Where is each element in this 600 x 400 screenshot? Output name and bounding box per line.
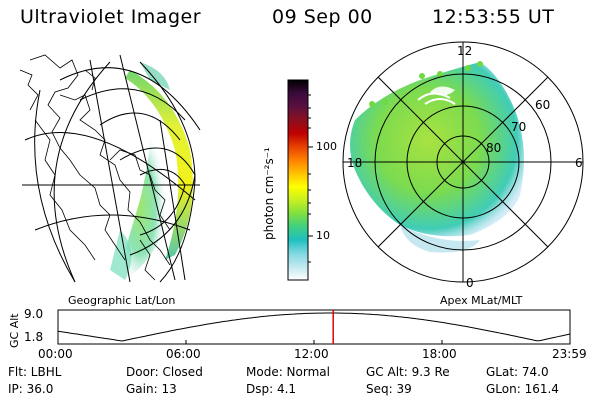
timeline-x-tick: 12:00 <box>294 347 329 361</box>
header-date: 09 Sep 00 <box>272 6 373 28</box>
timeline-x-tick: 06:00 <box>166 347 201 361</box>
info-filter: Flt: LBHL <box>8 365 62 379</box>
lat-label-70: 70 <box>511 120 527 134</box>
lat-label-60: 60 <box>535 98 551 112</box>
polar-map-label: Apex MLat/MLT <box>440 294 523 307</box>
mlt-label-6: 6 <box>575 156 583 170</box>
timeline-y-label: GC Alt <box>8 313 21 348</box>
colorbar <box>287 79 313 281</box>
info-gain: Gain: 13 <box>126 382 177 396</box>
geographic-map <box>19 54 201 285</box>
timeline-y-tick-bottom: 1.8 <box>24 330 44 344</box>
timeline-x-tick: 23:59 <box>552 347 587 361</box>
polar-map <box>342 41 584 283</box>
app-title: Ultraviolet Imager <box>20 6 202 28</box>
mlt-label-18: 18 <box>347 156 363 170</box>
info-seq: Seq: 39 <box>366 382 412 396</box>
lat-label-80: 80 <box>486 141 502 155</box>
info-dsp: Dsp: 4.1 <box>246 382 297 396</box>
header-time: 12:53:55 UT <box>432 6 555 28</box>
info-glon: GLon: 161.4 <box>486 382 559 396</box>
colorbar-tick-10: 10 <box>316 229 330 242</box>
geographic-map-label: Geographic Lat/Lon <box>68 294 176 307</box>
info-mode: Mode: Normal <box>246 365 330 379</box>
timeline-plot <box>57 309 571 345</box>
info-glat: GLat: 74.0 <box>486 365 549 379</box>
mlt-label-0: 0 <box>466 276 474 290</box>
mlt-label-12: 12 <box>457 44 473 58</box>
colorbar-unit-label: photon cm⁻²s⁻¹ <box>262 147 276 240</box>
info-door: Door: Closed <box>126 365 203 379</box>
colorbar-tick-100: 100 <box>316 140 337 153</box>
timeline-y-tick-top: 9.0 <box>24 307 44 321</box>
timeline-x-tick: 18:00 <box>422 347 457 361</box>
timeline-x-tick: 00:00 <box>38 347 73 361</box>
info-ip: IP: 36.0 <box>8 382 54 396</box>
info-gc-alt: GC Alt: 9.3 Re <box>366 365 450 379</box>
